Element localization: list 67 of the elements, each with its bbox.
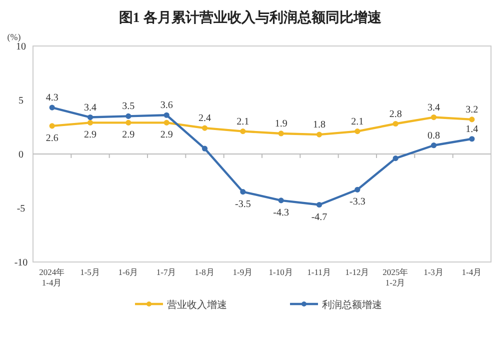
x-tick-label: 2024年 1-4月 [39,267,66,288]
data-label: -3.5 [234,198,251,210]
point [87,120,94,126]
x-tick-label: 1-10月 [268,267,294,277]
x-tick-label: 1-9月 [232,267,254,277]
y-tick-label: 5 [18,96,24,106]
data-label: 3.4 [428,102,440,114]
point [278,198,284,204]
point [126,120,132,126]
point [278,130,284,136]
x-tick-label: 1-8月 [194,267,215,277]
point [49,123,55,129]
point [354,186,360,192]
data-label: 0.8 [428,130,440,142]
y-tick-label: -5 [16,204,26,214]
data-label: 2.8 [389,108,402,120]
data-label: 2.9 [84,130,96,141]
point [316,202,322,208]
point [316,132,322,138]
x-tick-label: 1-4月 [462,267,482,277]
point [392,156,398,162]
data-label: -3.3 [349,196,366,208]
point [202,125,208,131]
legend-label: 利润总额增速 [322,299,382,311]
data-label: 2.9 [122,130,135,141]
chart-title: 图1 各月累计营业收入与利润总额同比增速 [118,9,382,26]
data-label: -4.7 [311,212,328,223]
x-tick-label: 1-5月 [80,267,100,277]
x-tick-label: 1-6月 [118,267,139,277]
data-label: -4.3 [273,207,290,218]
data-label: 1.4 [466,124,478,135]
point [164,120,170,126]
data-label: 3.6 [160,100,173,112]
data-label: 3.4 [84,102,96,114]
y-tick-label: 0 [18,150,24,160]
data-label: 2.1 [236,116,250,128]
point [469,116,475,122]
point [126,113,132,119]
x-tick-label: 2025年 1-2月 [382,267,409,288]
y-tick-label: -10 [14,258,28,268]
point [202,146,208,152]
point [87,114,94,120]
data-label: 3.5 [122,101,135,112]
y-tick-label: 10 [16,42,26,52]
data-label: 2.9 [160,130,173,141]
point [240,189,246,195]
legend-label: 营业收入增速 [167,299,227,311]
data-label: 2.4 [198,113,211,124]
point [240,128,246,134]
data-label: 2.6 [46,132,58,144]
point [430,142,437,148]
data-label: 4.3 [46,92,58,104]
point [392,120,398,127]
point [354,128,360,134]
data-label: 2.1 [351,116,364,128]
point [164,112,170,118]
point [49,104,55,110]
y-axis-title: (%) [7,32,21,42]
x-tick-label: 1-11月 [307,267,332,277]
data-label: 1.8 [313,120,326,131]
point [430,114,437,120]
data-label: 3.2 [466,104,478,116]
data-label: 1.9 [274,118,288,130]
x-tick-label: 1-7月 [156,267,177,277]
x-tick-label: 1-3月 [424,267,444,277]
x-tick-label: 1-12月 [345,267,370,277]
point [469,136,475,142]
